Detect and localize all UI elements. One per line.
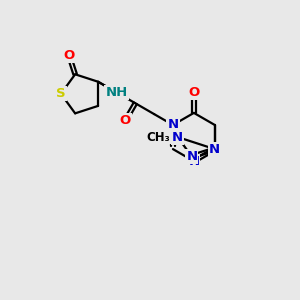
Text: N: N xyxy=(167,118,178,131)
Text: CH₃: CH₃ xyxy=(146,130,170,143)
Text: N: N xyxy=(188,155,200,168)
Text: N: N xyxy=(209,142,220,156)
Text: N: N xyxy=(172,130,183,143)
Text: S: S xyxy=(56,87,66,100)
Text: NH: NH xyxy=(105,86,128,99)
Text: NH: NH xyxy=(105,86,128,99)
Text: N: N xyxy=(209,142,220,156)
Text: O: O xyxy=(188,86,200,99)
Text: O: O xyxy=(120,114,131,127)
Text: O: O xyxy=(63,49,75,62)
Text: N: N xyxy=(186,150,197,163)
